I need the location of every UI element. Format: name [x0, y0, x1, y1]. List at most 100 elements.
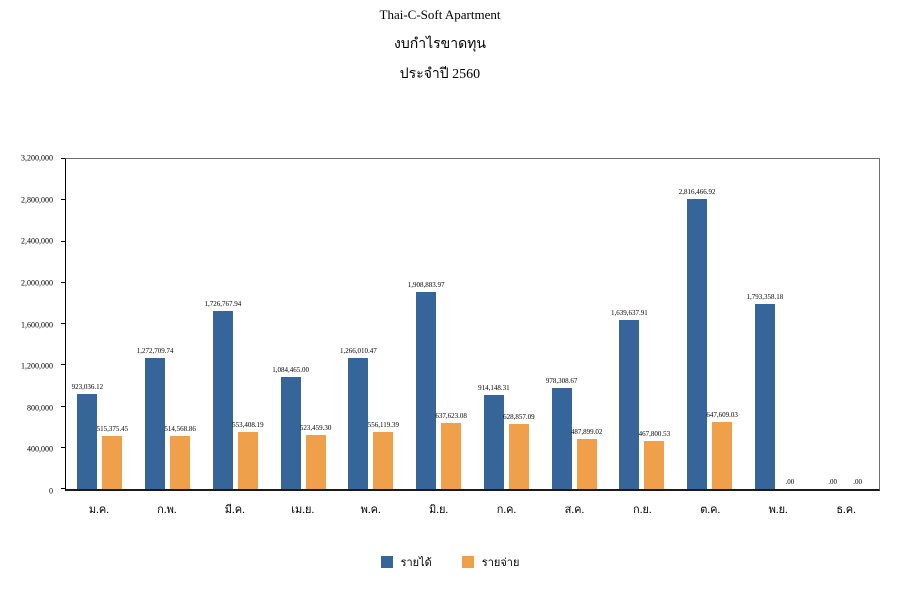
y-tick-label: 1,600,000: [21, 320, 53, 329]
y-tick-mark: [61, 240, 65, 242]
y-tick-mark: [61, 281, 65, 283]
expense-bar-10: 647,609.03: [706, 411, 738, 489]
bar-value-label: 2,816,466.92: [678, 187, 716, 196]
income-swatch: [380, 556, 393, 568]
bar-value-label: 514,568.86: [164, 424, 196, 433]
x-axis-label: พ.ย.: [768, 504, 788, 516]
y-tick-mark: [61, 158, 65, 159]
expense-swatch: [461, 556, 474, 568]
report-header: Thai-C-Soft Apartment งบกำไรขาดทุน ประจำ…: [0, 7, 880, 85]
bar-value-label: 923,036.12: [71, 382, 104, 391]
x-axis-label: พ.ค.: [360, 504, 381, 516]
bar-value-label: 978,308.67: [545, 377, 578, 386]
bar-value-label: 467,800.53: [638, 429, 671, 438]
bar-value-label: .00: [828, 478, 837, 486]
bar-group-11: 1,793,358.18 .00: [744, 159, 812, 489]
y-tick-mark: [61, 405, 65, 407]
income-bar-10: 2,816,466.92: [679, 188, 716, 489]
income-bar-9: 1,639,637.91: [611, 309, 648, 489]
income-bar-1: 923,036.12: [72, 383, 103, 489]
x-axis-label: มิ.ย.: [428, 504, 449, 516]
bar-value-label: 1,272,709.74: [136, 346, 174, 355]
bar-value-label: 637,623.08: [435, 412, 467, 421]
y-axis-labels: 3,200,000 2,800,000 2,400,000 2,000,000 1,60…: [0, 154, 59, 496]
income-bar-4: 1,084,465.00: [272, 366, 309, 489]
expense-bar-3: 553,408.19: [232, 421, 264, 489]
bar-value-label: .00: [785, 478, 795, 486]
bar-value-label: 914,148.31: [478, 383, 510, 392]
bar-value-label: 523,459.30: [299, 424, 332, 433]
legend: รายได้ รายจ่าย: [0, 553, 900, 571]
bar-group-10: 2,816,466.92 647,609.03: [676, 159, 744, 489]
expense-bar-1: 515,375.45: [97, 425, 128, 489]
income-bar-8: 978,308.67: [546, 377, 577, 489]
x-axis-label: ต.ค.: [700, 504, 721, 516]
y-tick-mark: [61, 364, 65, 366]
income-bar-5: 1,266,010.47: [340, 347, 377, 489]
y-tick-label: 1,200,000: [21, 361, 53, 371]
y-tick-mark: [61, 323, 65, 324]
x-axis-label: เม.ย.: [291, 504, 315, 516]
y-tick-label: 2,400,000: [21, 236, 53, 246]
y-tick-label: 3,200,000: [21, 153, 53, 163]
legend-label-expense: รายจ่าย: [481, 557, 520, 569]
bar-group-7: 914,148.31 628,857.09: [473, 159, 541, 489]
y-tick-label: 400,000: [27, 444, 53, 454]
x-axis-label: ม.ค.: [88, 504, 110, 516]
x-axis-label: ก.พ.: [157, 504, 177, 516]
legend-label-income: รายได้: [400, 557, 432, 569]
bar-value-label: 1,639,637.91: [611, 308, 648, 317]
y-tick-mark: [61, 488, 65, 489]
y-tick-label: 2,800,000: [21, 195, 53, 205]
expense-bar-8: 487,899.02: [571, 428, 602, 489]
expense-bar-6: 637,623.08: [435, 412, 467, 489]
income-bar-2: 1,272,709.74: [137, 347, 174, 489]
x-axis-label: มี.ค.: [224, 504, 245, 516]
x-axis-labels: ม.ค. ก.พ. มี.ค. เม.ย. พ.ค. มิ.ย. ก.ค. ส.ค. ก.ย. ต…: [65, 500, 880, 518]
bar-value-label: 553,408.19: [232, 420, 264, 429]
income-bar-6: 1,908,883.97: [408, 281, 445, 489]
bar-value-label: 647,609.03: [706, 411, 738, 420]
legend-item-income: รายได้: [380, 553, 432, 571]
legend-item-expense: รายจ่าย: [461, 553, 520, 571]
x-axis-label: ส.ค.: [564, 504, 585, 516]
y-tick-label: 800,000: [27, 403, 53, 413]
report-subtitle: งบกำไรขาดทุน: [394, 37, 486, 52]
expense-bar-9: 467,800.53: [639, 430, 670, 489]
y-tick-label: 2,000,000: [21, 278, 53, 288]
bar-value-label: 1,908,883.97: [407, 281, 445, 290]
bar-group-1: 923,036.12 515,375.45: [66, 159, 134, 489]
bar-group-5: 1,266,010.47 556,119.39: [337, 159, 405, 489]
bar-value-label: 1,793,358.18: [746, 293, 784, 302]
bar-value-label: 1,266,010.47: [340, 347, 377, 356]
expense-bar-7: 628,857.09: [503, 413, 535, 489]
bar-value-label: 628,857.09: [503, 413, 535, 422]
bar-group-12: .00 .00: [811, 159, 879, 489]
bar-group-6: 1,908,883.97 637,623.08: [405, 159, 473, 489]
report-year: ประจำปี 2560: [399, 67, 481, 82]
y-tick-mark: [61, 446, 65, 448]
bar-group-2: 1,272,709.74 514,568.86: [134, 159, 202, 489]
x-axis-label: ธ.ค.: [836, 504, 856, 516]
income-bar-11: 1,793,358.18: [747, 293, 783, 489]
income-bar-3: 1,726,767.94: [205, 300, 241, 489]
bar-group-3: 1,726,767.94 553,408.19: [202, 159, 270, 489]
bar-value-label: 556,119.39: [367, 420, 399, 429]
expense-bar-4: 523,459.30: [300, 424, 331, 489]
expense-bar-2: 514,568.86: [164, 425, 196, 489]
bar-group-8: 978,308.67 487,899.02: [540, 159, 608, 489]
bar-value-label: 1,726,767.94: [204, 299, 242, 308]
y-tick-mark: [61, 199, 65, 201]
bar-value-label: 1,084,465.00: [272, 366, 309, 375]
bar-value-label: .00: [853, 478, 862, 486]
bar-value-label: 487,899.02: [570, 427, 603, 436]
expense-bar-5: 556,119.39: [368, 421, 399, 489]
report-title: Thai-C-Soft Apartment: [379, 7, 501, 22]
income-bar-7: 914,148.31: [478, 384, 510, 489]
bar-group-4: 1,084,465.00 523,459.30: [269, 159, 337, 489]
bar-group-9: 1,639,637.91 467,800.53: [608, 159, 676, 489]
y-tick-label: 0: [49, 486, 53, 496]
x-axis-label: ก.ย.: [633, 504, 652, 516]
bar-value-label: 515,375.45: [96, 424, 129, 433]
